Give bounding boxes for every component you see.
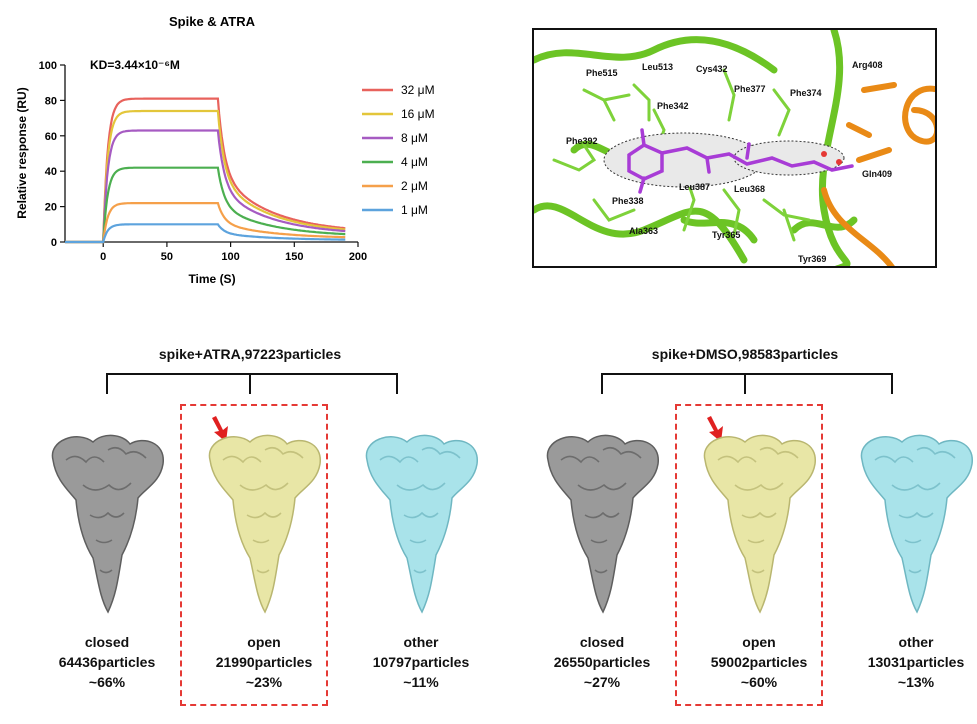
x-tick-label: 0 [100,251,106,263]
kd-annotation: KD=3.44×10⁻⁶M [90,58,180,72]
residue-label: Arg408 [852,60,883,70]
x-axis-label: Time (S) [188,272,235,286]
caption-state: open [742,634,776,650]
density-map-closed [533,430,673,625]
residue-label: Ala363 [629,226,659,236]
highlight-dashed-box [180,404,328,706]
caption-percent: ~13% [897,674,935,690]
caption-state: other [403,634,439,650]
residue-label: Phe338 [612,196,644,206]
red-arrow-icon [707,416,723,442]
caption-particles: 21990particles [215,654,313,670]
x-tick-label: 200 [349,251,367,263]
chart-series-lines [65,97,346,244]
density-map-open [195,430,335,625]
y-tick-label: 100 [39,60,57,72]
group-title: spike+DMSO,98583particles [651,346,839,362]
legend-label: 32 μM [401,83,435,97]
group-title: spike+ATRA,97223particles [158,346,342,362]
caption-particles: 13031particles [867,654,965,670]
x-tick-label: 150 [285,251,303,263]
y-tick-label: 80 [45,95,57,107]
caption-state: other [898,634,934,650]
residue-label: Leu368 [734,184,766,194]
docking-structure-panel: Phe515 Leu513 Cys432 Phe377 Phe374 Arg408 Phe3… [532,28,937,268]
protein-ligand-render [534,30,935,266]
caption-percent: ~66% [88,674,126,690]
legend-label: 1 μM [401,203,428,217]
y-tick-label: 20 [45,202,57,214]
class-caption: closed 64436particles ~66% [32,632,182,692]
series-line-5 [65,223,346,244]
residue-label: Tyr369 [798,254,827,264]
series-line-0 [65,97,346,244]
series-line-2 [65,129,346,244]
residue-label: Phe392 [566,136,598,146]
caption-state: closed [84,634,130,650]
series-line-1 [65,109,346,244]
caption-state: open [247,634,281,650]
caption-percent: ~60% [740,674,778,690]
caption-state: closed [579,634,625,650]
caption-particles: 64436particles [58,654,156,670]
legend-label: 4 μM [401,155,428,169]
chart-ticks: 0 50 100 150 200 0 20 40 60 80 100 [39,60,368,263]
class-caption: closed 26550particles ~27% [527,632,677,692]
caption-percent: ~11% [403,674,439,690]
residue-label: Gln409 [862,169,893,179]
series-line-3 [65,166,346,244]
caption-percent: ~27% [583,674,621,690]
highlight-dashed-box [675,404,823,706]
chart-legend: 32 μM 16 μM 8 μM 4 μM 2 μM 1 μM [362,83,435,217]
chart-axes [64,65,358,243]
residue-label: Tyr365 [712,230,741,240]
class-caption: other 10797particles ~11% [346,632,496,692]
spr-sensorgram-chart: Spike & ATRA KD=3.44×10⁻⁶M 0 50 100 150 2000… [15,14,435,286]
caption-particles: 26550particles [553,654,651,670]
caption-percent: ~23% [245,674,283,690]
series-line-4 [65,202,346,244]
group-bracket [601,373,893,394]
residue-label: Leu513 [642,62,674,72]
legend-label: 2 μM [401,179,428,193]
residue-label: Phe342 [657,101,689,111]
class-caption: other 13031particles ~13% [841,632,977,692]
x-tick-label: 50 [161,251,173,263]
density-map-other [352,430,492,625]
y-axis-label: Relative response (RU) [15,87,29,218]
density-map-closed [38,430,178,625]
class-caption: open 21990particles ~23% [189,632,339,692]
group-bracket [106,373,398,394]
x-tick-label: 100 [221,251,239,263]
y-tick-label: 40 [45,166,57,178]
residue-label: Phe515 [586,68,618,78]
residue-label: Leu387 [679,182,711,192]
y-tick-label: 0 [51,237,57,249]
legend-label: 16 μM [401,107,435,121]
chart-title: Spike & ATRA [169,14,256,29]
residue-label: Cys432 [696,64,728,74]
legend-label: 8 μM [401,131,428,145]
density-map-open [690,430,830,625]
red-arrow-icon [212,416,228,442]
class-caption: open 59002particles ~60% [684,632,834,692]
residue-label: Phe374 [790,88,822,98]
y-tick-label: 60 [45,131,57,143]
caption-particles: 10797particles [372,654,470,670]
density-map-other [847,430,977,625]
caption-particles: 59002particles [710,654,808,670]
residue-label: Phe377 [734,84,766,94]
